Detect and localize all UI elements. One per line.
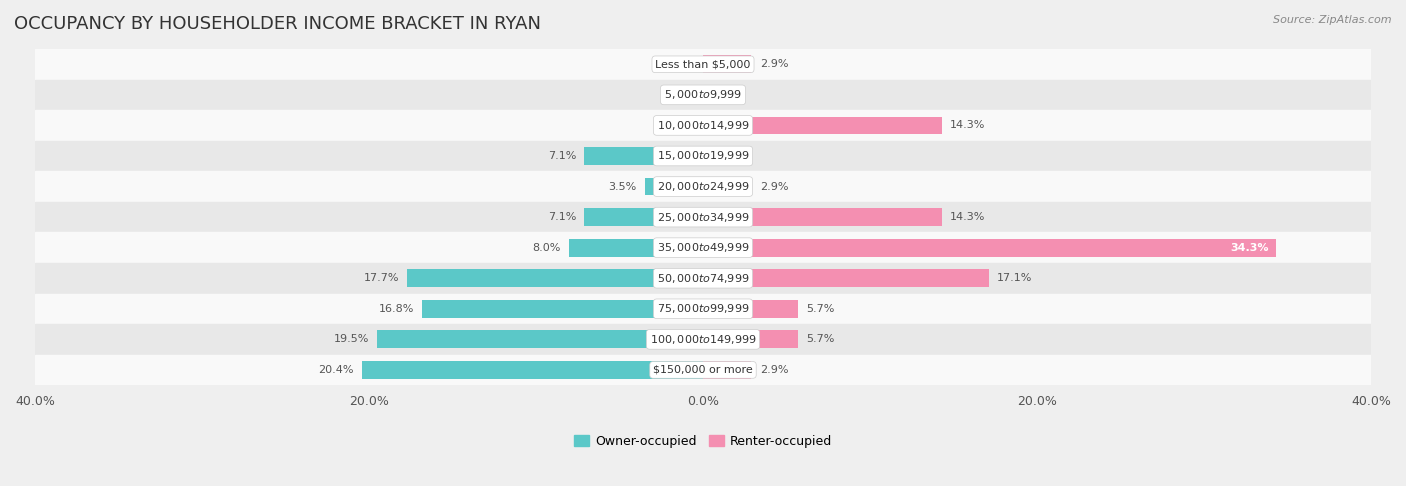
Text: 34.3%: 34.3%	[1230, 243, 1270, 253]
Legend: Owner-occupied, Renter-occupied: Owner-occupied, Renter-occupied	[568, 430, 838, 453]
Text: Source: ZipAtlas.com: Source: ZipAtlas.com	[1274, 15, 1392, 25]
Bar	[363, 361, 703, 379]
Text: 0.0%: 0.0%	[666, 121, 695, 130]
Bar	[35, 232, 1371, 263]
Text: OCCUPANCY BY HOUSEHOLDER INCOME BRACKET IN RYAN: OCCUPANCY BY HOUSEHOLDER INCOME BRACKET …	[14, 15, 541, 33]
Bar	[35, 80, 1371, 110]
Bar	[703, 55, 751, 73]
Text: Less than $5,000: Less than $5,000	[655, 59, 751, 69]
Text: 5.7%: 5.7%	[807, 304, 835, 314]
Bar	[408, 269, 703, 287]
Text: 3.5%: 3.5%	[607, 182, 636, 191]
Text: $10,000 to $14,999: $10,000 to $14,999	[657, 119, 749, 132]
Text: 0.0%: 0.0%	[666, 59, 695, 69]
Text: $25,000 to $34,999: $25,000 to $34,999	[657, 210, 749, 224]
Bar	[644, 178, 703, 195]
Text: 19.5%: 19.5%	[333, 334, 368, 345]
Text: 20.4%: 20.4%	[318, 365, 354, 375]
Bar	[35, 171, 1371, 202]
Bar	[422, 300, 703, 318]
Bar	[35, 294, 1371, 324]
Text: 7.1%: 7.1%	[548, 151, 576, 161]
Text: 14.3%: 14.3%	[950, 212, 986, 222]
Text: $15,000 to $19,999: $15,000 to $19,999	[657, 150, 749, 162]
Text: 17.7%: 17.7%	[364, 273, 399, 283]
Bar	[703, 330, 799, 348]
Text: 14.3%: 14.3%	[950, 121, 986, 130]
Text: 7.1%: 7.1%	[548, 212, 576, 222]
Bar	[35, 110, 1371, 141]
Bar	[35, 141, 1371, 171]
Bar	[703, 269, 988, 287]
Text: $50,000 to $74,999: $50,000 to $74,999	[657, 272, 749, 285]
Bar	[703, 208, 942, 226]
Text: $100,000 to $149,999: $100,000 to $149,999	[650, 333, 756, 346]
Text: 0.0%: 0.0%	[711, 90, 740, 100]
Text: 8.0%: 8.0%	[533, 243, 561, 253]
Bar	[585, 147, 703, 165]
Text: 2.9%: 2.9%	[759, 182, 789, 191]
Bar	[569, 239, 703, 257]
Text: 0.0%: 0.0%	[711, 151, 740, 161]
Text: 2.9%: 2.9%	[759, 365, 789, 375]
Bar	[703, 117, 942, 134]
Bar	[703, 178, 751, 195]
Bar	[35, 202, 1371, 232]
Bar	[35, 49, 1371, 80]
Text: 17.1%: 17.1%	[997, 273, 1032, 283]
Text: 2.9%: 2.9%	[759, 59, 789, 69]
Bar	[35, 324, 1371, 355]
Bar	[585, 208, 703, 226]
Text: $75,000 to $99,999: $75,000 to $99,999	[657, 302, 749, 315]
Bar	[703, 300, 799, 318]
Bar	[703, 239, 1275, 257]
Text: 16.8%: 16.8%	[378, 304, 413, 314]
Text: $150,000 or more: $150,000 or more	[654, 365, 752, 375]
Bar	[35, 263, 1371, 294]
Bar	[377, 330, 703, 348]
Text: 5.7%: 5.7%	[807, 334, 835, 345]
Bar	[35, 355, 1371, 385]
Text: $5,000 to $9,999: $5,000 to $9,999	[664, 88, 742, 102]
Text: $20,000 to $24,999: $20,000 to $24,999	[657, 180, 749, 193]
Text: 0.0%: 0.0%	[666, 90, 695, 100]
Text: $35,000 to $49,999: $35,000 to $49,999	[657, 241, 749, 254]
Bar	[703, 361, 751, 379]
